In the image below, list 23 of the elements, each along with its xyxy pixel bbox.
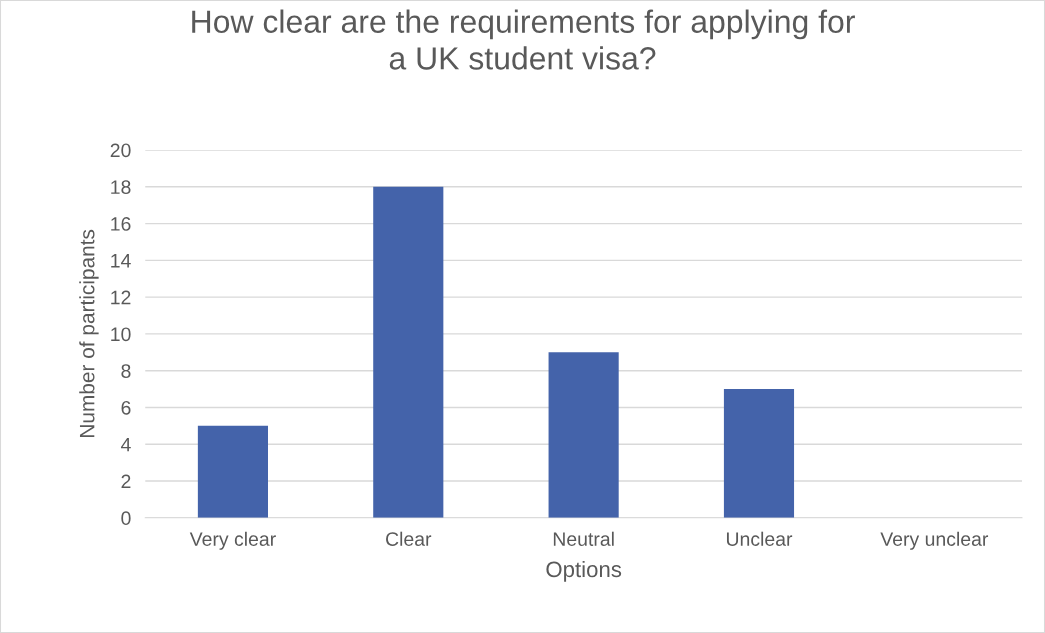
y-tick-label: 8 — [121, 364, 131, 378]
bar — [548, 352, 619, 518]
y-tick-label: 4 — [121, 437, 131, 452]
x-tick-label: Neutral — [553, 531, 614, 546]
y-tick-label: 0 — [121, 511, 131, 526]
x-tick-label: Clear — [386, 531, 432, 546]
x-tick-label: Unclear — [726, 531, 793, 546]
x-axis-title: Options — [546, 560, 622, 582]
bar — [197, 425, 268, 518]
x-tick-label: Very unclear — [880, 531, 989, 550]
y-axis-title: Number of participants — [79, 229, 99, 437]
y-tick-label: 16 — [111, 217, 131, 231]
y-tick-label: 6 — [121, 400, 131, 415]
y-tick-label: 20 — [110, 143, 131, 158]
bar — [723, 389, 795, 518]
y-tick-label: 18 — [111, 180, 131, 195]
y-tick-label: 10 — [111, 327, 131, 342]
x-tick-label: Very clear — [189, 531, 276, 550]
chart-title: How clear are the requirements for applying for a UK student visa? — [192, 9, 855, 70]
y-tick-label: 12 — [111, 290, 131, 305]
y-tick-label: 2 — [121, 474, 131, 489]
y-tick-label: 14 — [111, 254, 131, 268]
bar — [373, 186, 444, 518]
